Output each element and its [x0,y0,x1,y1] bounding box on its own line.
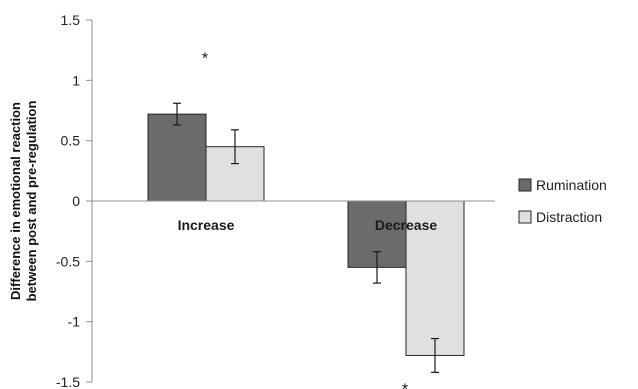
legend: Rumination Distraction [518,177,607,225]
y-axis-title: Difference in emotional reaction between… [8,101,39,302]
significance-markers: ** [202,50,408,389]
bar-distraction-decrease [405,200,465,356]
category-label-decrease: Decrease [375,217,437,233]
y-tick-label: 1.5 [61,12,81,28]
legend-label-distraction: Distraction [536,209,602,225]
y-axis-title-line-2: between post and pre-regulation [24,101,39,302]
y-tick-label: 1 [72,72,80,88]
y-tick-label: 0 [72,193,80,209]
y-axis-title-line-1: Difference in emotional reaction [8,102,23,300]
bars [147,113,465,356]
y-tick-label: -1.5 [56,374,80,389]
category-labels: Increase Decrease [178,217,438,233]
y-tick-label: 0.5 [61,133,81,149]
bar-rumination-increase [147,113,207,202]
category-label-increase: Increase [178,217,235,233]
y-tick-label: -1 [68,314,81,330]
y-tick-label: -0.5 [56,253,80,269]
error-bars [173,102,439,373]
legend-swatch-rumination [518,178,532,192]
legend-label-rumination: Rumination [536,177,607,193]
significance-star: * [202,50,208,67]
legend-swatch-distraction [518,210,532,224]
significance-star: * [402,381,408,389]
y-axis-ticks: 1.5 1 0.5 0 -0.5 -1 -1.5 [56,12,92,389]
